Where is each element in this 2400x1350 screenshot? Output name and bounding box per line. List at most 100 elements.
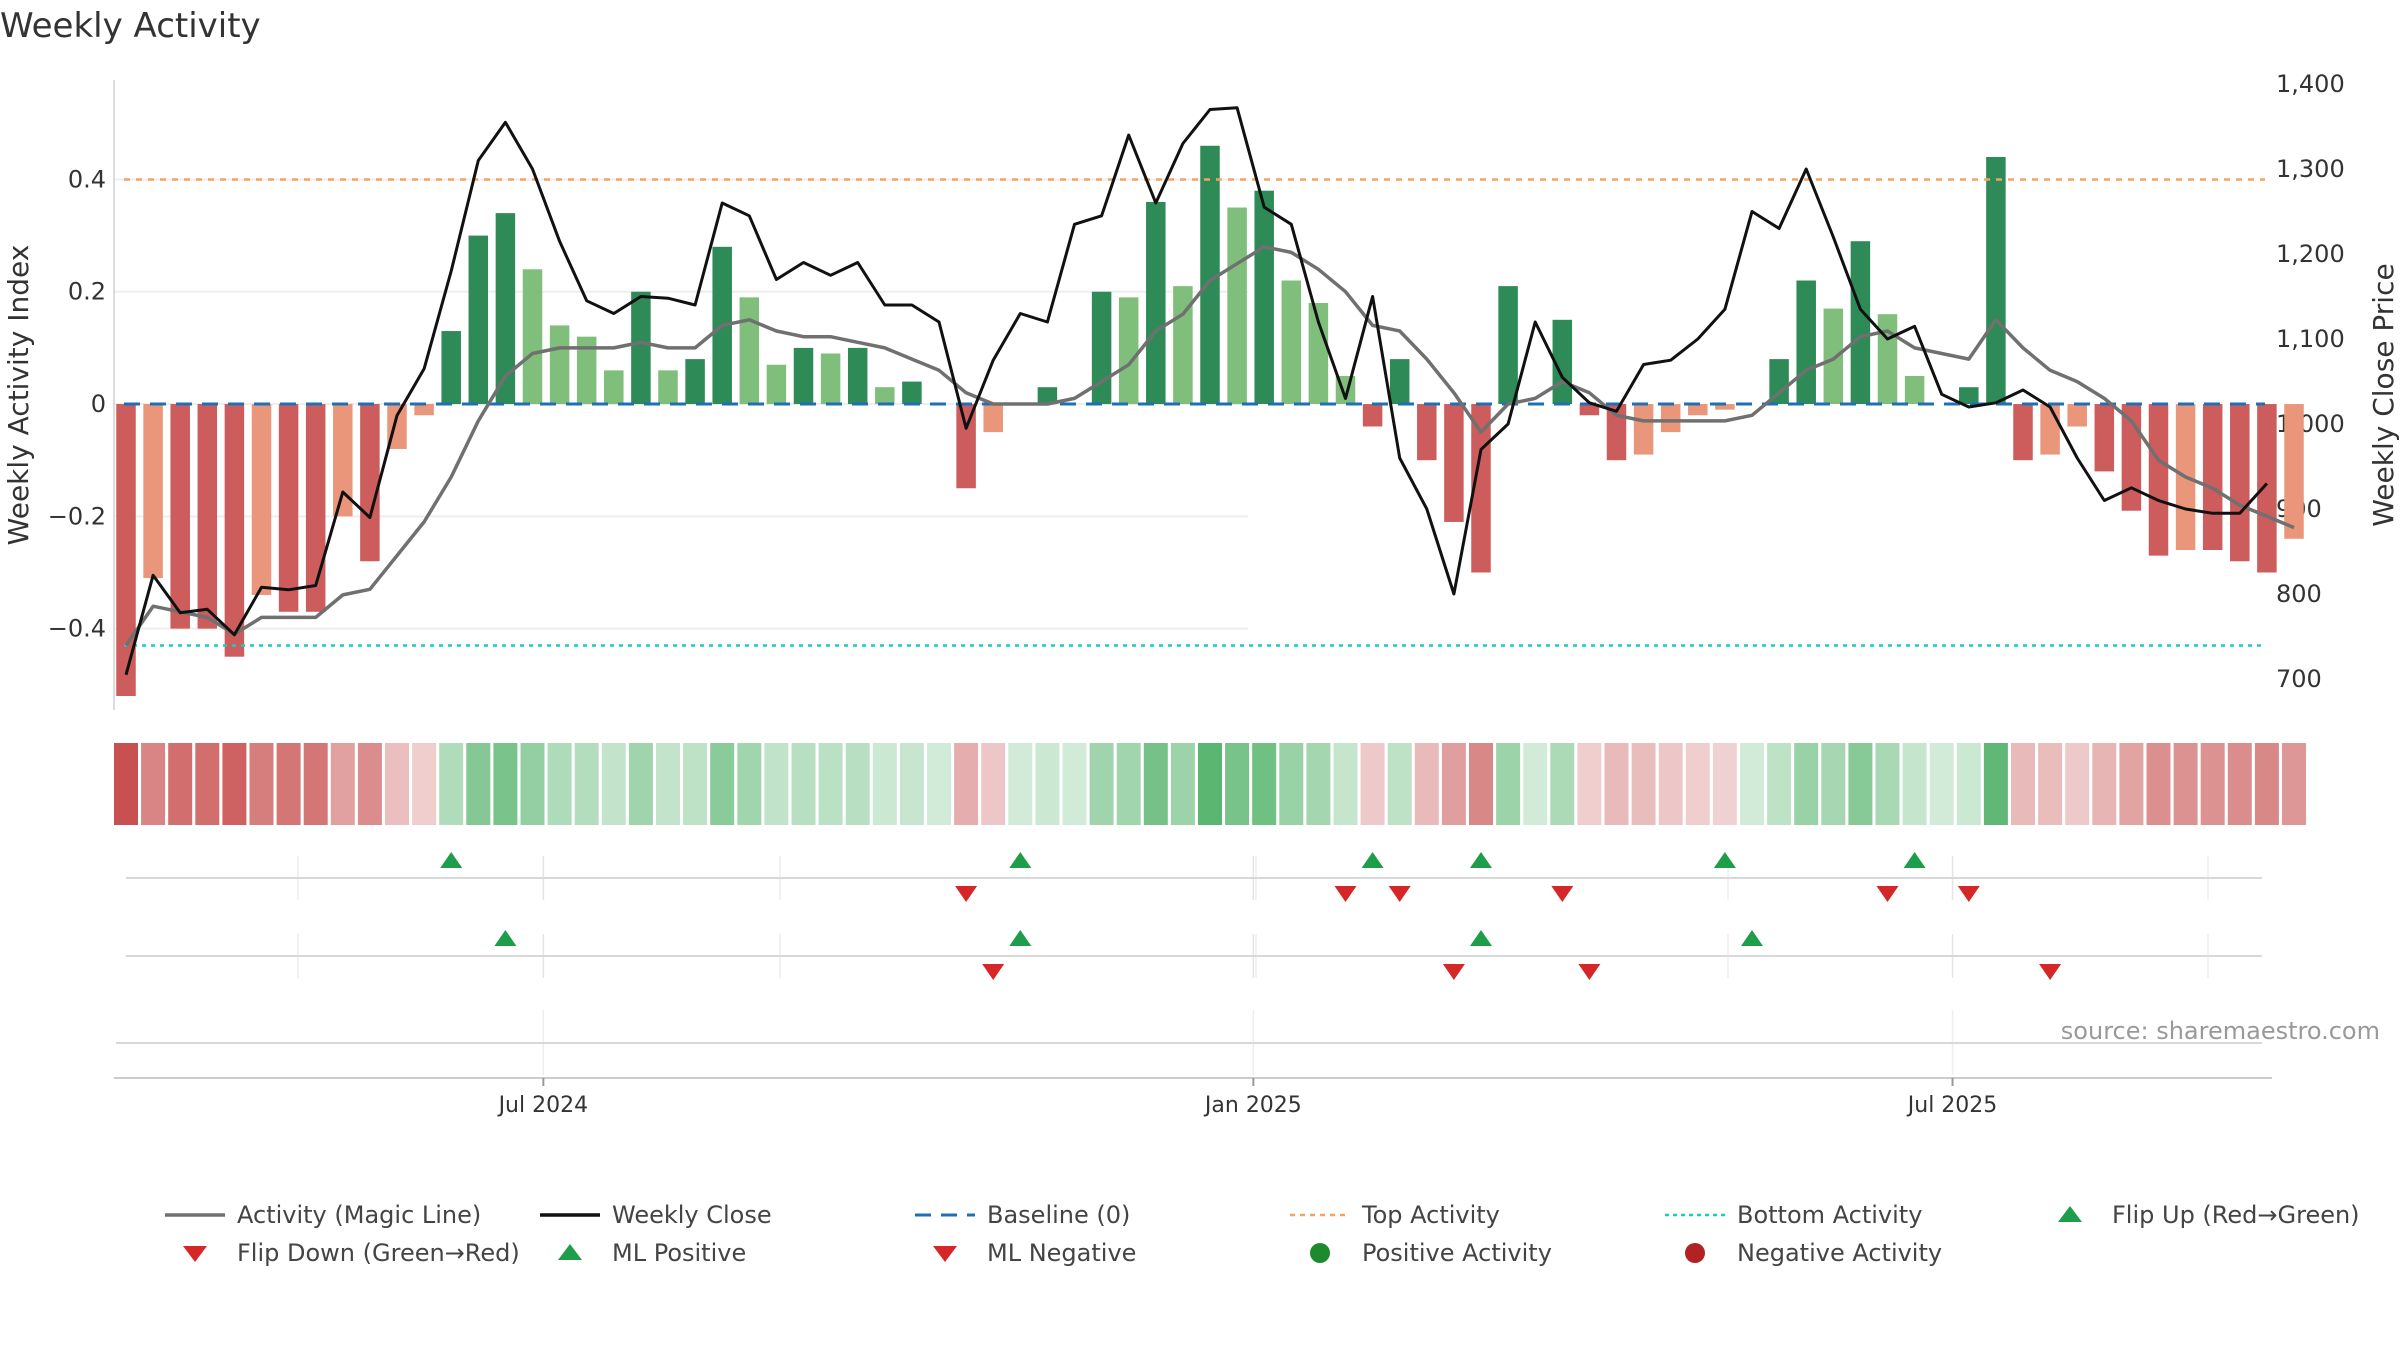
activity-bar-positive xyxy=(441,331,461,405)
heat-cell xyxy=(927,743,951,825)
activity-bar-positive xyxy=(1200,145,1220,405)
activity-bar-positive xyxy=(1308,302,1329,405)
activity-bar-positive xyxy=(1877,314,1898,405)
heat-cell xyxy=(1523,743,1548,825)
heat-cell xyxy=(710,743,735,825)
heat-cell xyxy=(1956,743,1981,825)
activity-bar-positive xyxy=(820,353,841,405)
heat-cell xyxy=(1360,743,1385,825)
heat-cell xyxy=(1225,743,1250,825)
legend-key-magic-line xyxy=(165,1200,225,1230)
right-tick-label: 1,200 xyxy=(2276,240,2345,268)
heat-cell xyxy=(1441,743,1466,825)
legend-label: Flip Up (Red→Green) xyxy=(2112,1201,2360,1229)
activity-bar-positive xyxy=(1037,387,1058,405)
heat-cell xyxy=(1008,743,1033,825)
chart-title: Weekly Activity xyxy=(0,6,261,46)
legend-ml-positive: ML Positive xyxy=(540,1238,746,1268)
activity-bar-positive xyxy=(1796,280,1816,405)
heat-cell xyxy=(412,743,437,825)
heat-cell xyxy=(574,743,599,825)
activity-bar-negative xyxy=(1633,404,1654,455)
heat-cell xyxy=(1252,743,1277,825)
activity-bar-positive xyxy=(495,213,516,405)
heat-cell xyxy=(1929,743,1954,825)
heat-cell xyxy=(2254,743,2279,825)
heat-cell xyxy=(2146,743,2171,825)
activity-bar-negative xyxy=(2013,404,2033,461)
legend-ml-negative: ML Negative xyxy=(915,1238,1136,1268)
activity-bar-positive xyxy=(766,364,787,405)
heat-cell xyxy=(656,743,680,825)
heat-cell xyxy=(357,743,382,825)
heat-cell xyxy=(1902,743,1927,825)
legend-baseline: Baseline (0) xyxy=(915,1200,1130,1230)
flip-up-marker xyxy=(1361,852,1384,868)
activity-bar-negative xyxy=(143,404,163,579)
activity-bar-positive xyxy=(739,297,760,405)
activity-bar-positive xyxy=(1146,201,1166,405)
activity-bar-positive xyxy=(1904,375,1925,405)
heat-cell xyxy=(954,743,979,825)
heat-cell xyxy=(683,743,708,825)
legend-key-flip-down xyxy=(165,1238,225,1268)
weekly-close-series xyxy=(124,106,2269,676)
heat-cell xyxy=(2227,743,2252,825)
legend-label: ML Positive xyxy=(612,1239,747,1267)
left-tick-label: 0 xyxy=(91,390,106,418)
activity-bar-positive xyxy=(1986,156,2006,405)
flip-down-marker xyxy=(1876,886,1899,902)
heat-cell xyxy=(2065,743,2090,825)
heat-cell xyxy=(141,743,166,825)
flip-down-marker xyxy=(1578,964,1601,980)
heat-cell xyxy=(276,743,301,825)
heat-cell xyxy=(2092,743,2117,825)
activity-bar-positive xyxy=(1281,280,1302,405)
flip-down-marker xyxy=(1551,886,1574,902)
heat-cell xyxy=(1740,743,1764,825)
x-tick-label: Jul 2024 xyxy=(497,1093,589,1118)
heat-cell xyxy=(1089,743,1114,825)
heat-cell xyxy=(330,743,355,825)
heat-cell xyxy=(2119,743,2144,825)
heat-cell xyxy=(2282,743,2306,825)
heat-cell xyxy=(1062,743,1087,825)
activity-bar-negative xyxy=(2257,404,2277,573)
heat-cell xyxy=(1794,743,1819,825)
heat-cell xyxy=(1821,743,1846,825)
activity-bar-negative xyxy=(2040,404,2060,455)
activity-bar-negative xyxy=(1660,404,1681,433)
heat-cell xyxy=(1658,743,1683,825)
activity-bar-negative xyxy=(333,404,353,517)
legend-key-baseline xyxy=(915,1200,975,1230)
legend-flip-up: Flip Up (Red→Green) xyxy=(2040,1200,2360,1230)
heat-cell xyxy=(764,743,789,825)
activity-bar-negative xyxy=(2202,404,2223,551)
activity-bar-positive xyxy=(658,370,678,405)
legend-label: Negative Activity xyxy=(1737,1239,1943,1267)
heat-cell xyxy=(1848,743,1873,825)
legend: Activity (Magic Line) Weekly Close Basel… xyxy=(165,1200,2365,1280)
activity-bar-positive xyxy=(847,347,868,405)
heat-cell xyxy=(547,743,572,825)
flip-down-marker xyxy=(982,964,1005,980)
legend-label: ML Negative xyxy=(987,1239,1137,1267)
heat-cell xyxy=(2011,743,2035,825)
legend-label: Top Activity xyxy=(1362,1201,1500,1229)
heat-cell xyxy=(1685,743,1710,825)
activity-bar-negative xyxy=(305,404,326,612)
heat-cell xyxy=(1631,743,1656,825)
left-tick-label: −0.4 xyxy=(48,615,106,643)
left-axis-label: Weekly Activity Index xyxy=(2,245,35,546)
legend-label: Bottom Activity xyxy=(1737,1201,1923,1229)
right-axis-label: Weekly Close Price xyxy=(2367,263,2400,526)
heat-cell xyxy=(1496,743,1521,825)
activity-bar-positive xyxy=(1959,387,1979,405)
activity-bar-negative xyxy=(360,404,380,562)
flip-up-marker xyxy=(1009,852,1032,868)
heat-cell xyxy=(195,743,220,825)
legend-label: Weekly Close xyxy=(612,1201,772,1229)
heat-cell xyxy=(303,743,328,825)
flip-up-marker xyxy=(1009,930,1032,946)
left-tick-label: 0.4 xyxy=(68,165,106,193)
